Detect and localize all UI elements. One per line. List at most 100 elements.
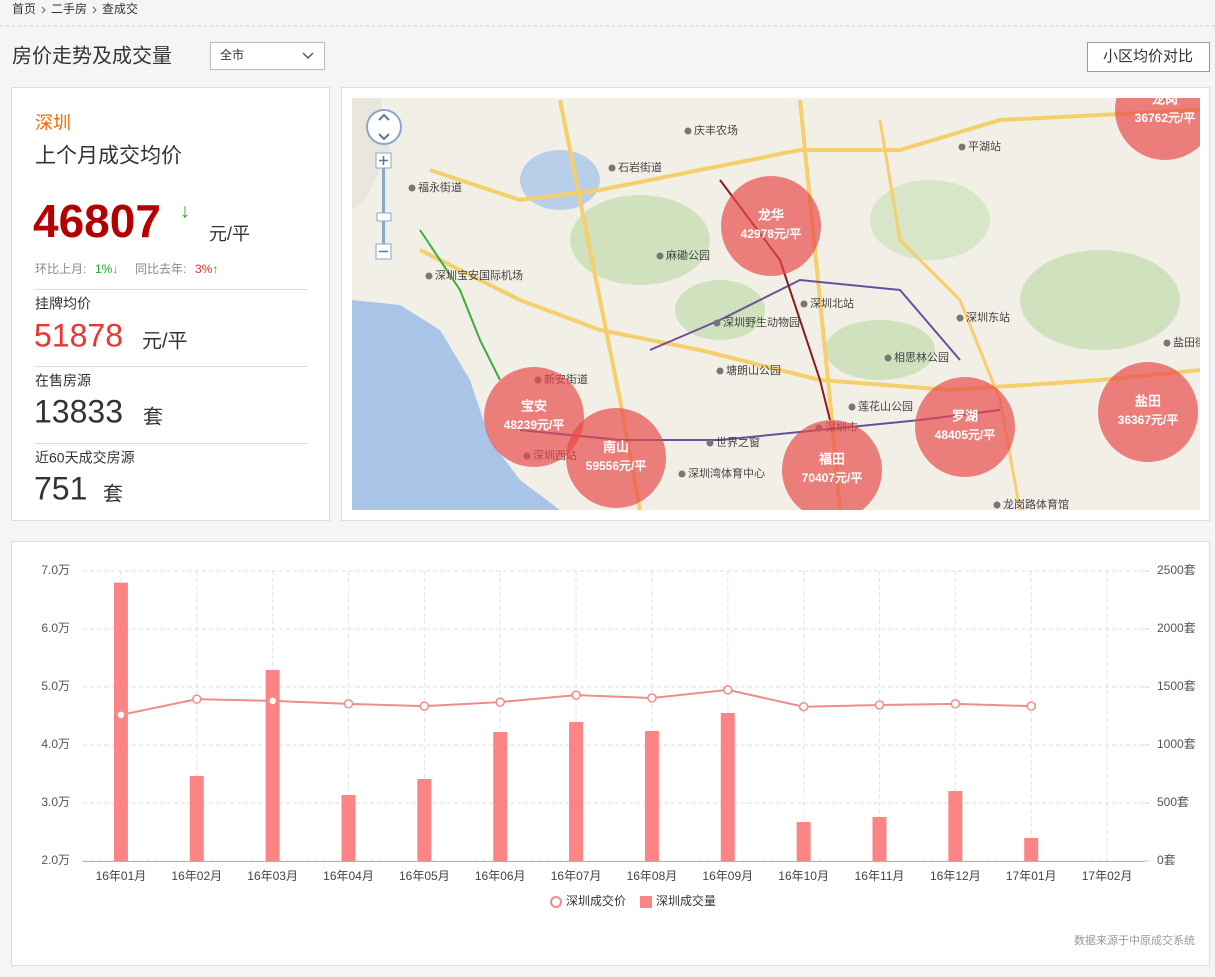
poi-icon	[1163, 339, 1171, 347]
x-tick-label: 16年01月	[96, 869, 147, 883]
district-bubble[interactable]	[915, 377, 1015, 477]
district-name: 福田	[818, 451, 845, 466]
line-point	[495, 697, 505, 707]
bar	[189, 775, 204, 861]
bar	[493, 732, 508, 861]
district-bubble[interactable]	[782, 420, 882, 520]
poi-icon	[678, 470, 686, 478]
legend-symbol	[640, 896, 653, 908]
chart-panel	[11, 541, 1210, 966]
poi-icon	[425, 272, 433, 280]
y-tick-label: 3.0万	[41, 795, 70, 809]
district-bubble[interactable]	[1098, 362, 1198, 462]
bar	[644, 730, 659, 861]
poi-icon	[993, 501, 1001, 509]
line-point	[267, 696, 278, 706]
park	[825, 320, 935, 380]
bar	[796, 822, 811, 861]
road	[419, 248, 1200, 393]
listing-value: 51878	[34, 317, 123, 353]
district-price: 48239元/平	[504, 418, 565, 432]
bar	[720, 712, 735, 861]
line-point	[343, 699, 354, 709]
y2-tick-label: 500套	[1157, 795, 1189, 809]
yoy-label: 同比去年:	[135, 262, 186, 276]
district-name: 南山	[603, 439, 629, 454]
legend-label: 深圳成交价	[566, 893, 626, 908]
district-bubble[interactable]	[721, 176, 821, 276]
listing-label: 挂牌均价	[35, 296, 91, 312]
y2-tick-label: 1000套	[1157, 737, 1196, 751]
bar	[341, 794, 356, 861]
poi-icon	[884, 354, 892, 362]
place-label: 深圳东站	[966, 310, 1010, 324]
place-label: 相思林公园	[894, 350, 949, 364]
place-label: 龙岗路体育馆	[1003, 497, 1069, 511]
place-label: 深圳宝安国际机场	[435, 268, 523, 282]
park	[675, 280, 765, 340]
yoy-value: 3%↑	[195, 262, 218, 276]
bar	[113, 582, 128, 861]
unit: 元/平	[209, 224, 250, 244]
summary-panel	[11, 87, 330, 521]
mom-value: 1%↓	[95, 262, 118, 276]
source-note: 数据来源于中原成交系统	[1074, 933, 1195, 947]
price: 46807	[33, 195, 161, 247]
poi-icon	[800, 300, 808, 308]
park	[570, 195, 710, 285]
place-label: 庆丰农场	[694, 123, 738, 137]
pan-control[interactable]	[366, 109, 402, 145]
bar	[417, 778, 432, 861]
breadcrumb-item: 首页	[12, 2, 36, 16]
district-bubble[interactable]	[1115, 60, 1215, 160]
district-name: 龙华	[758, 207, 784, 222]
place-label: 莲花山公园	[858, 400, 913, 413]
x-tick-label: 16年10月	[778, 869, 829, 883]
poi-icon	[706, 439, 714, 447]
city: 深圳	[35, 113, 71, 133]
line-point	[723, 685, 733, 695]
poi-icon	[848, 403, 856, 411]
x-tick-label: 16年07月	[551, 869, 602, 883]
place-label: 深圳北站	[810, 296, 854, 310]
arrow: ↓	[180, 200, 190, 222]
breadcrumb-sep	[92, 6, 97, 14]
on-sale-value: 13833	[34, 393, 123, 429]
x-tick-label: 16年03月	[247, 869, 298, 883]
y2-tick-label: 2500套	[1157, 563, 1196, 577]
sold-value: 751	[34, 470, 87, 506]
y-tick-label: 6.0万	[41, 621, 70, 635]
place-label: 麻磡公园	[666, 248, 710, 262]
x-tick-label: 16年12月	[930, 869, 981, 883]
y2-tick-label: 2000套	[1157, 621, 1196, 635]
district-name: 罗湖	[952, 408, 978, 423]
y-tick-label: 4.0万	[41, 737, 70, 751]
x-tick-label: 17年01月	[1006, 869, 1057, 883]
poi-icon	[713, 319, 721, 327]
reservoir	[520, 150, 600, 210]
on-sale-unit: 套	[143, 405, 163, 428]
y-tick-label: 7.0万	[41, 563, 70, 577]
district-price: 36762元/平	[1135, 111, 1196, 125]
park	[870, 180, 990, 260]
district-price: 42978元/平	[741, 227, 802, 241]
mom-label: 环比上月:	[35, 262, 86, 276]
zoom-handle[interactable]	[376, 212, 392, 222]
bar	[872, 817, 887, 861]
line-point	[116, 710, 126, 720]
poi-icon	[656, 252, 664, 260]
line-point	[950, 699, 961, 709]
compare-button[interactable]	[1087, 42, 1210, 72]
bar	[265, 669, 280, 861]
legend-label: 深圳成交量	[656, 893, 716, 908]
place-label: 塘朗山公园	[726, 363, 781, 377]
district-bubble[interactable]	[484, 367, 584, 467]
place-label: 深圳野生动物园	[723, 315, 800, 329]
district-bubble[interactable]	[566, 408, 666, 508]
line-point	[571, 690, 581, 700]
poi-icon	[958, 143, 966, 151]
district-price: 59556元/平	[586, 459, 647, 473]
place-label: 深圳湾体育中心	[688, 466, 765, 480]
